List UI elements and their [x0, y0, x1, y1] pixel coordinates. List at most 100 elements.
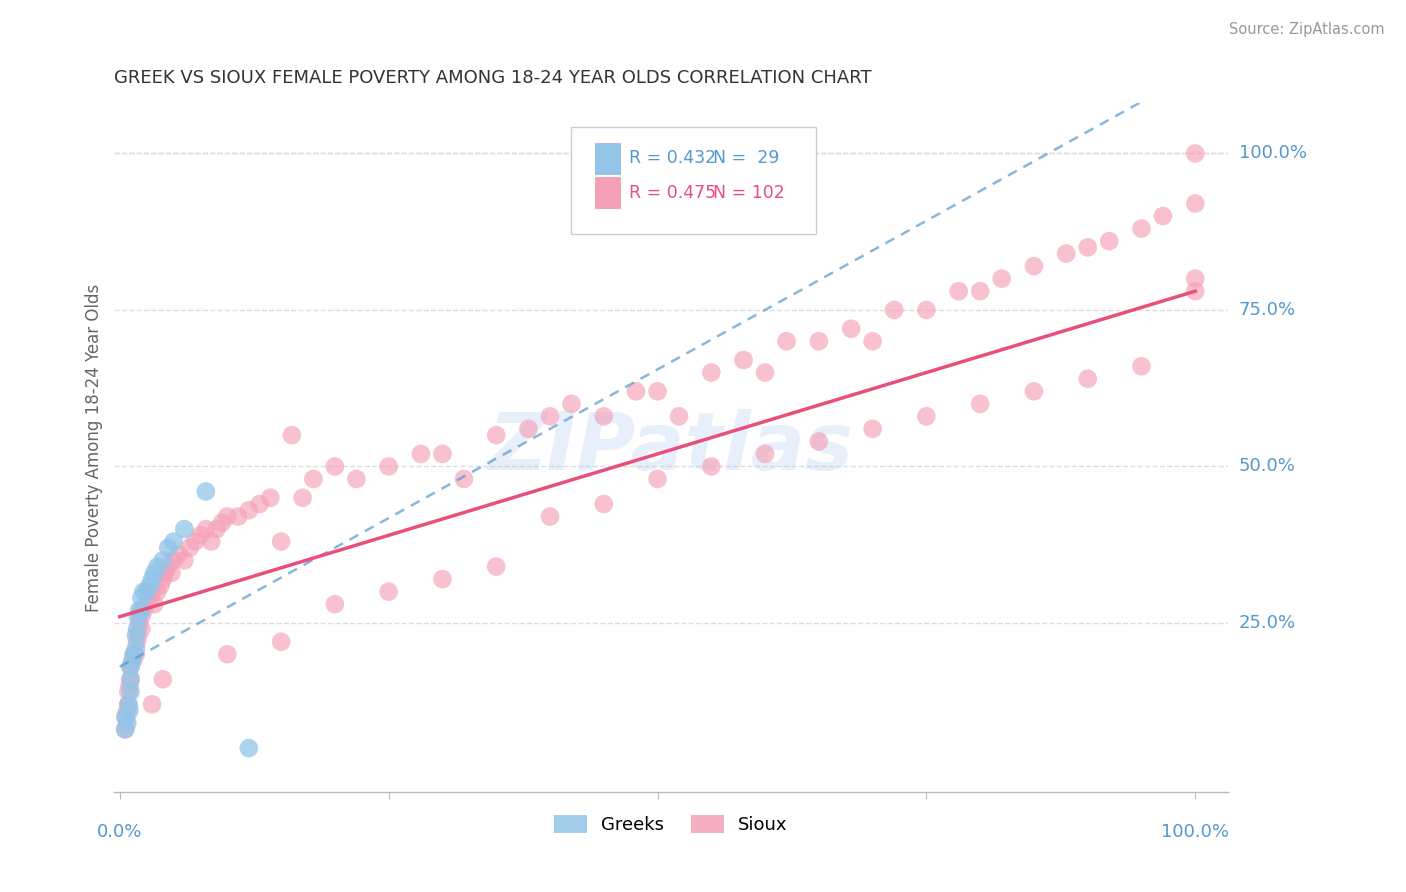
- Text: R = 0.432: R = 0.432: [628, 150, 716, 168]
- Sioux: [668, 409, 690, 424]
- Sioux: [990, 271, 1012, 285]
- Sioux: [153, 566, 176, 580]
- Sioux: [624, 384, 647, 399]
- Sioux: [323, 597, 346, 611]
- Sioux: [143, 597, 166, 611]
- Sioux: [270, 634, 292, 648]
- Sioux: [883, 302, 905, 317]
- Greeks: [129, 591, 152, 605]
- FancyBboxPatch shape: [571, 128, 815, 235]
- Sioux: [194, 522, 217, 536]
- Sioux: [453, 472, 475, 486]
- Sioux: [560, 397, 582, 411]
- Y-axis label: Female Poverty Among 18-24 Year Olds: Female Poverty Among 18-24 Year Olds: [86, 284, 103, 612]
- Text: 100.0%: 100.0%: [1239, 145, 1306, 162]
- Text: 0.0%: 0.0%: [97, 822, 142, 840]
- Sioux: [162, 553, 184, 567]
- Greeks: [238, 741, 260, 756]
- Sioux: [807, 434, 830, 449]
- Sioux: [226, 509, 249, 524]
- Sioux: [302, 472, 325, 486]
- Sioux: [125, 647, 148, 661]
- Sioux: [128, 615, 150, 630]
- Sioux: [915, 302, 938, 317]
- Sioux: [157, 559, 180, 574]
- Sioux: [184, 534, 207, 549]
- Sioux: [127, 628, 149, 642]
- Sioux: [1077, 372, 1099, 386]
- Greeks: [121, 653, 143, 667]
- Sioux: [807, 334, 830, 349]
- Text: R = 0.475: R = 0.475: [628, 184, 716, 202]
- Sioux: [538, 509, 561, 524]
- Sioux: [211, 516, 233, 530]
- Sioux: [1022, 384, 1045, 399]
- Sioux: [120, 673, 142, 687]
- Sioux: [775, 334, 797, 349]
- Sioux: [1184, 146, 1206, 161]
- Greeks: [120, 659, 142, 673]
- Sioux: [1098, 234, 1121, 248]
- Sioux: [323, 459, 346, 474]
- Sioux: [129, 609, 152, 624]
- Sioux: [160, 566, 183, 580]
- Sioux: [1184, 196, 1206, 211]
- Sioux: [118, 679, 141, 693]
- Text: N = 102: N = 102: [713, 184, 785, 202]
- Greeks: [139, 578, 162, 592]
- Sioux: [344, 472, 367, 486]
- Sioux: [517, 422, 540, 436]
- Greeks: [157, 541, 180, 555]
- Sioux: [948, 284, 970, 298]
- Sioux: [409, 447, 432, 461]
- Sioux: [1130, 221, 1153, 235]
- Greeks: [141, 572, 163, 586]
- Sioux: [149, 578, 172, 592]
- Bar: [595, 178, 620, 209]
- Sioux: [129, 622, 152, 636]
- Sioux: [146, 584, 169, 599]
- Greeks: [114, 710, 136, 724]
- Sioux: [217, 509, 239, 524]
- Sioux: [839, 322, 862, 336]
- Text: ZIPatlas: ZIPatlas: [488, 409, 853, 487]
- Legend: Greeks, Sioux: Greeks, Sioux: [547, 807, 794, 841]
- Greeks: [128, 603, 150, 617]
- Sioux: [1054, 246, 1077, 260]
- Sioux: [141, 584, 163, 599]
- Sioux: [121, 653, 143, 667]
- Greeks: [152, 553, 174, 567]
- Sioux: [754, 447, 776, 461]
- Sioux: [1022, 259, 1045, 273]
- Sioux: [173, 553, 195, 567]
- Sioux: [592, 497, 614, 511]
- Sioux: [114, 723, 136, 737]
- Sioux: [117, 704, 139, 718]
- Sioux: [915, 409, 938, 424]
- Sioux: [1130, 359, 1153, 374]
- Greeks: [117, 716, 139, 731]
- Greeks: [132, 584, 155, 599]
- Sioux: [862, 422, 884, 436]
- Greeks: [146, 559, 169, 574]
- Greeks: [194, 484, 217, 499]
- Sioux: [152, 572, 174, 586]
- Sioux: [538, 409, 561, 424]
- Sioux: [115, 710, 138, 724]
- Sioux: [167, 547, 190, 561]
- Sioux: [117, 698, 139, 712]
- Sioux: [217, 647, 239, 661]
- Text: Source: ZipAtlas.com: Source: ZipAtlas.com: [1229, 22, 1385, 37]
- Sioux: [281, 428, 304, 442]
- Sioux: [647, 384, 669, 399]
- Sioux: [125, 634, 148, 648]
- Text: 75.0%: 75.0%: [1239, 301, 1296, 319]
- Sioux: [291, 491, 314, 505]
- Sioux: [152, 673, 174, 687]
- Sioux: [485, 559, 508, 574]
- Greeks: [173, 522, 195, 536]
- Sioux: [200, 534, 222, 549]
- Sioux: [969, 284, 991, 298]
- Sioux: [377, 459, 399, 474]
- Greeks: [114, 723, 136, 737]
